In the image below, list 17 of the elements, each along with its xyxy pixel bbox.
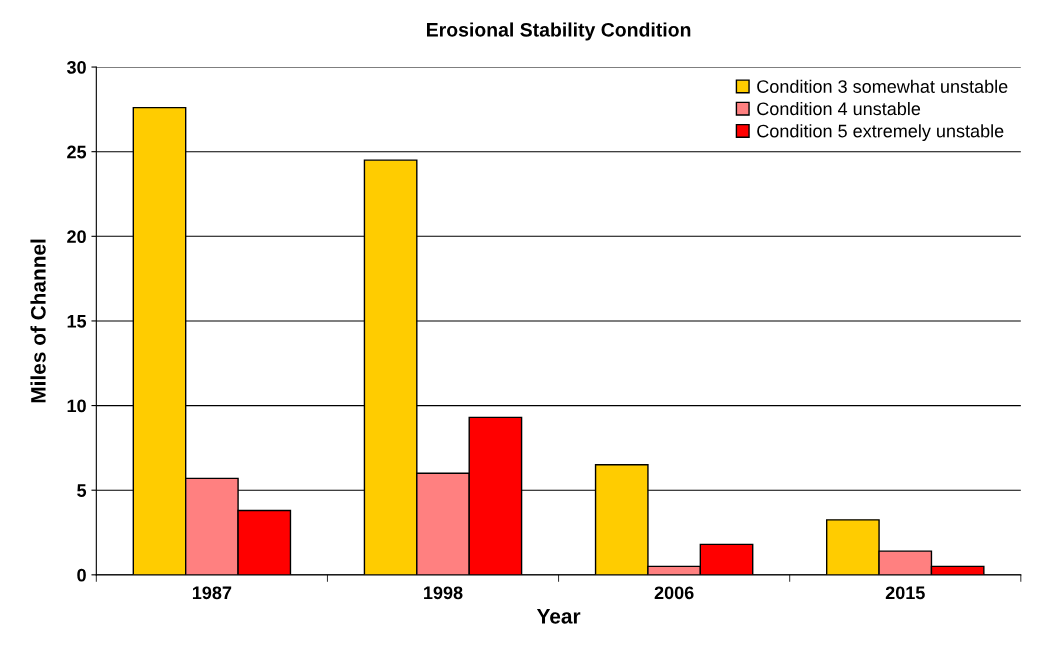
y-axis-title: Miles of Channel — [30, 239, 46, 403]
legend-label: Condition 4 unstable — [757, 101, 921, 116]
legend-label: Condition 3 somewhat unstable — [757, 79, 1008, 93]
x-tick-label: 2015 — [885, 586, 925, 600]
x-axis-title: Year — [536, 609, 581, 624]
y-tick-label: 30 — [66, 60, 86, 74]
y-tick-label: 0 — [77, 568, 86, 582]
y-tick-label: 10 — [67, 399, 86, 413]
y-tick-label: 15 — [67, 315, 87, 328]
y-tick-label: 5 — [77, 484, 87, 497]
x-tick-label: 2006 — [654, 586, 694, 600]
x-tick-label: 1987 — [192, 586, 232, 600]
y-tick-label: 25 — [67, 145, 87, 159]
chart-title: Erosional Stability Condition — [427, 22, 691, 41]
x-tick-label: 1998 — [424, 586, 463, 600]
y-tick-label: 20 — [67, 230, 86, 244]
legend-label: Condition 5 extremely unstable — [757, 124, 1004, 142]
